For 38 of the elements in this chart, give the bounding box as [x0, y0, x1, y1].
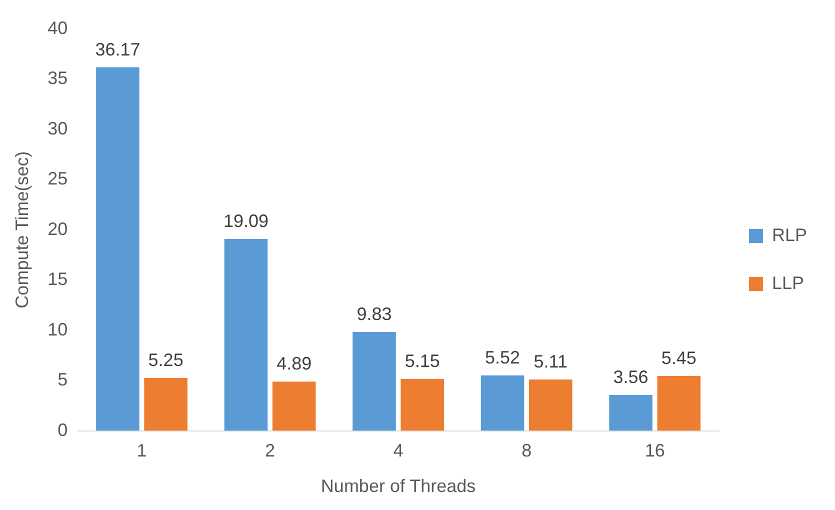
y-tick-label: 35 [48, 68, 68, 88]
y-tick-label: 40 [48, 18, 68, 38]
y-tick-label: 10 [48, 319, 68, 340]
y-tick-label: 30 [48, 118, 68, 138]
x-tick-label: 8 [522, 440, 532, 461]
bar [96, 67, 140, 431]
x-tick-label: 2 [265, 440, 276, 461]
data-label: 5.15 [404, 351, 440, 372]
data-label: 5.25 [148, 350, 184, 370]
x-tick-label: 1 [136, 440, 147, 461]
bar [144, 378, 188, 431]
data-label: 4.89 [276, 354, 312, 374]
bar [480, 375, 524, 431]
x-axis-title: Number of Threads [320, 476, 476, 496]
y-axis-title: Compute Time(sec) [12, 151, 32, 308]
data-label: 5.11 [534, 351, 568, 372]
bar [528, 379, 572, 431]
bar [609, 395, 652, 431]
y-tick-label: 15 [48, 269, 68, 290]
data-label: 9.83 [356, 304, 392, 324]
x-tick-label: 16 [644, 440, 665, 461]
bar [352, 332, 396, 431]
x-tick-label: 4 [393, 440, 404, 461]
bar [224, 238, 268, 431]
y-tick-label: 25 [48, 168, 68, 189]
bar [400, 379, 444, 431]
legend-label: RLP [772, 224, 807, 245]
legend-label: LLP [772, 272, 804, 293]
data-label: 5.52 [485, 347, 520, 368]
data-label: 19.09 [223, 210, 269, 231]
y-tick-label: 0 [58, 420, 68, 440]
data-label: 36.17 [95, 39, 140, 60]
data-label: 5.45 [661, 348, 696, 368]
data-label: 3.56 [613, 366, 648, 387]
y-tick-label: 5 [58, 370, 68, 390]
bar [657, 376, 701, 431]
bar [272, 382, 316, 431]
y-tick-label: 20 [48, 218, 68, 239]
